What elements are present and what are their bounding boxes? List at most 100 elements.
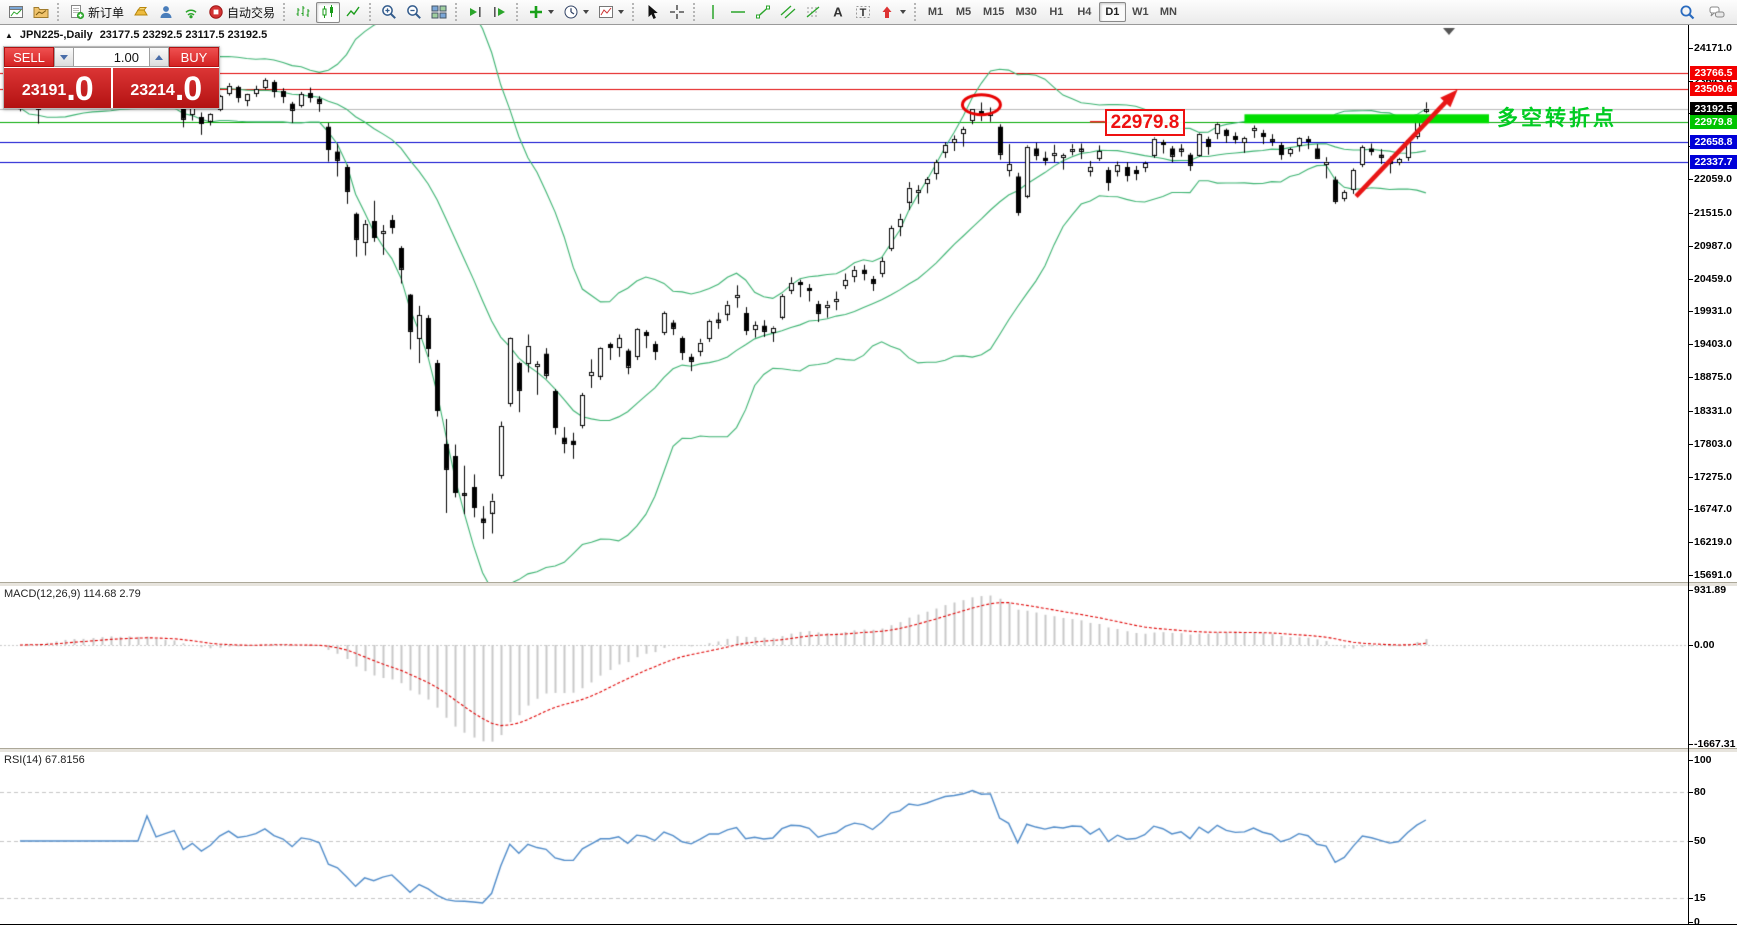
macd-pane-canvas[interactable]: [0, 586, 1688, 749]
volume-increase-button[interactable]: [149, 47, 169, 67]
timeframe-m5-button[interactable]: M5: [955, 6, 972, 18]
vertical-line-icon: [712, 5, 714, 19]
toolbar-separator: [632, 3, 636, 21]
arrows-icon: [882, 6, 892, 18]
chevron-up-icon: [155, 54, 163, 60]
timeframe-m30-button[interactable]: M30: [1015, 6, 1037, 18]
axis-tickmark: [1688, 477, 1693, 478]
search-button[interactable]: [1675, 2, 1699, 23]
main-chart-canvas[interactable]: [0, 25, 1688, 583]
axis-tickmark: [1688, 898, 1693, 899]
new-order-icon: [71, 5, 85, 20]
price-badge: 22979.8: [1690, 114, 1737, 129]
bar-chart-button[interactable]: [291, 2, 315, 23]
axis-tickmark: [1688, 411, 1693, 412]
axis-tickmark: [1688, 841, 1693, 842]
volume-decrease-button[interactable]: [54, 47, 74, 67]
price-badge: 23192.5: [1690, 101, 1737, 116]
profiles-button[interactable]: [29, 2, 53, 23]
fibonacci-icon: [806, 6, 820, 18]
zoom-in-button[interactable]: [377, 2, 401, 23]
macd-axis-tick: 0.00: [1694, 639, 1715, 651]
line-chart-button[interactable]: [341, 2, 365, 23]
indicators-button[interactable]: [524, 2, 558, 23]
axis-tickmark: [1688, 344, 1693, 345]
auto-scroll-icon: [470, 7, 481, 17]
autotrading-button[interactable]: 自动交易: [204, 2, 279, 23]
pane-splitter[interactable]: [0, 582, 1737, 586]
chart-title: ▲ JPN225-,Daily 23177.5 23292.5 23117.5 …: [5, 29, 267, 41]
sell-button[interactable]: SELL: [4, 47, 54, 67]
signals-icon: [185, 9, 197, 19]
price-tick: 20459.0: [1694, 272, 1732, 285]
new-chart-button[interactable]: [4, 2, 28, 23]
axis-tickmark: [1688, 744, 1693, 745]
pane-splitter[interactable]: [0, 748, 1737, 752]
zoom-out-icon: [407, 5, 421, 19]
horizontal-line-button[interactable]: [726, 2, 750, 23]
price-badge: 22658.8: [1690, 134, 1737, 149]
collapse-arrow-icon[interactable]: ▲: [5, 31, 13, 40]
arrows-button[interactable]: [876, 2, 910, 23]
bar-chart-icon: [296, 6, 310, 17]
axis-tickmark: [1688, 279, 1693, 280]
toolbar: 新订单 自动交易 A T M1 M5 M15 M30 H1 H4 D1 W1 MN: [0, 0, 1737, 25]
price-tick: 18875.0: [1694, 371, 1732, 384]
channel-icon: [780, 5, 796, 19]
trendline-button[interactable]: [751, 2, 775, 23]
vertical-line-button[interactable]: [701, 2, 725, 23]
timeframe-mn-button[interactable]: MN: [1159, 6, 1177, 18]
market-button[interactable]: [129, 2, 153, 23]
annotation-turning-point-text[interactable]: 多空转折点: [1497, 107, 1617, 130]
annotation-price-label[interactable]: 22979.8: [1105, 109, 1185, 136]
timeframe-h1-button[interactable]: H1: [1049, 6, 1064, 18]
community-button[interactable]: [154, 2, 178, 23]
timeframe-h4-button[interactable]: H4: [1077, 6, 1092, 18]
price-axis-border: [1688, 25, 1689, 924]
macd-label: MACD(12,26,9) 114.68 2.79: [4, 588, 141, 600]
zoom-out-button[interactable]: [402, 2, 426, 23]
auto-scroll-button[interactable]: [463, 2, 487, 23]
channel-button[interactable]: [776, 2, 800, 23]
price-tick: 18331.0: [1694, 404, 1732, 417]
toolbar-separator: [57, 3, 61, 21]
timeframe-d1-button[interactable]: D1: [1098, 2, 1126, 22]
timeframe-m1-button[interactable]: M1: [927, 6, 944, 18]
timeframe-w1-button[interactable]: W1: [1132, 6, 1149, 18]
sell-price-display[interactable]: 23191.0: [4, 68, 111, 108]
buy-price-display[interactable]: 23214.0: [112, 68, 219, 108]
market-icon: [134, 7, 148, 16]
cursor-icon: [648, 5, 658, 19]
ohlc-values: 23177.5 23292.5 23117.5 23192.5: [99, 29, 268, 41]
indicators-icon: [530, 6, 543, 18]
autotrading-label: 自动交易: [227, 5, 276, 20]
rsi-label: RSI(14) 67.8156: [4, 754, 85, 766]
axis-tickmark: [1688, 509, 1693, 510]
chat-button[interactable]: [1705, 2, 1729, 23]
price-tick: 22059.0: [1694, 173, 1732, 186]
new-order-label: 新订单: [88, 5, 125, 20]
time-axis[interactable]: 6 Jan 202026 Jan 20204 Feb 202013 Feb 20…: [0, 924, 1737, 946]
crosshair-button[interactable]: [665, 2, 689, 23]
price-tick: 17275.0: [1694, 470, 1732, 483]
fibonacci-button[interactable]: [801, 2, 825, 23]
new-order-button[interactable]: 新订单: [65, 2, 128, 23]
volume-input[interactable]: [74, 47, 149, 67]
signals-button[interactable]: [179, 2, 203, 23]
rsi-axis-tick: 80: [1694, 786, 1706, 799]
text-button[interactable]: A: [826, 2, 850, 23]
macd-axis-tick: -1667.31: [1694, 738, 1736, 750]
templates-button[interactable]: [594, 2, 628, 23]
text-label-button[interactable]: T: [851, 2, 875, 23]
chart-shift-button[interactable]: [488, 2, 512, 23]
candlestick-button[interactable]: [316, 1, 341, 23]
timeframe-m15-button[interactable]: M15: [983, 6, 1005, 18]
rsi-pane-canvas[interactable]: [0, 752, 1688, 925]
cursor-button[interactable]: [640, 2, 664, 23]
tile-windows-button[interactable]: [427, 2, 451, 23]
periods-button[interactable]: [559, 2, 593, 23]
price-tick: 20987.0: [1694, 239, 1732, 252]
toolbar-separator: [516, 3, 520, 21]
price-tick: 15691.0: [1694, 569, 1732, 582]
buy-button[interactable]: BUY: [169, 47, 219, 67]
